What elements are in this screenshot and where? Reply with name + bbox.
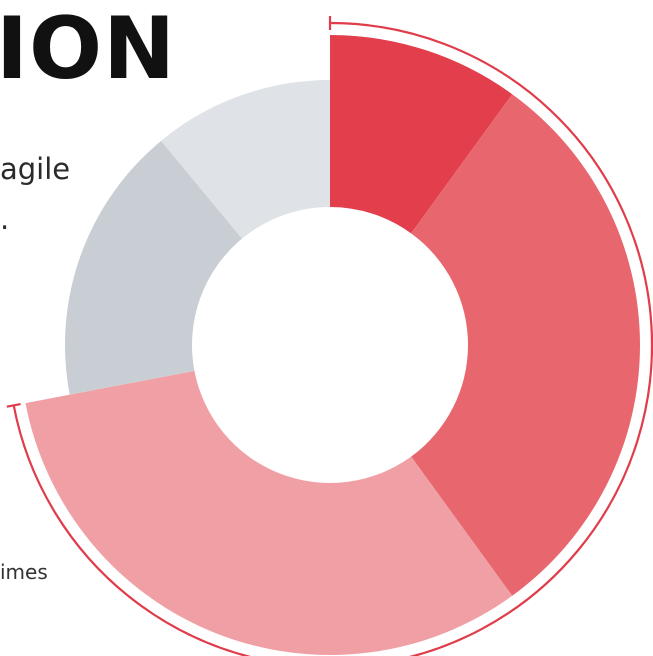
donut-slice-3: [25, 370, 513, 655]
donut-slice-2: [411, 94, 640, 596]
donut-slice-4: [64, 140, 243, 395]
page-title: ION: [0, 0, 177, 99]
body-text-line-1: agile: [0, 152, 71, 186]
donut-slice-1: [330, 35, 513, 234]
chart-note: imes: [0, 560, 48, 584]
highlight-bracket-arc: [12, 21, 653, 656]
highlight-bracket-cap-end: [6, 402, 21, 408]
donut-slices: [25, 35, 640, 655]
donut-slice-5: [161, 80, 330, 239]
body-text-line-2: .: [0, 202, 10, 236]
